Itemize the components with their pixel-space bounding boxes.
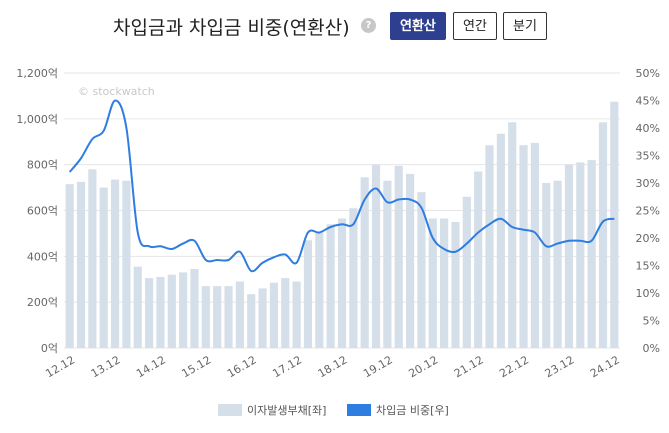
x-axis-tick-label: 15.12 — [180, 353, 214, 380]
right-axis-tick-label: 35% — [636, 150, 660, 163]
bar[interactable] — [292, 281, 301, 348]
bar[interactable] — [417, 192, 426, 348]
bar[interactable] — [258, 288, 267, 348]
bar[interactable] — [145, 278, 154, 348]
legend-line-swatch — [347, 404, 371, 416]
bar[interactable] — [564, 164, 574, 348]
bar[interactable] — [281, 278, 290, 348]
x-axis-tick-label: 14.12 — [134, 353, 168, 380]
left-axis-tick-label: 0억 — [41, 342, 58, 355]
x-axis-tick-label: 23.12 — [543, 353, 577, 380]
bar[interactable] — [213, 286, 222, 348]
bar[interactable] — [576, 162, 585, 348]
x-axis-tick-label: 24.12 — [588, 353, 622, 380]
help-icon[interactable]: ? — [361, 18, 376, 33]
bar[interactable] — [167, 274, 176, 348]
bar[interactable] — [110, 179, 120, 348]
bar[interactable] — [190, 268, 199, 348]
page-title: 차입금과 차입금 비중(연환산) — [113, 17, 350, 39]
right-axis-tick-label: 10% — [636, 287, 660, 300]
legend-bar-swatch — [218, 404, 242, 416]
bar[interactable] — [235, 281, 244, 348]
bar[interactable] — [337, 218, 347, 348]
left-axis-tick-label: 800억 — [27, 159, 58, 172]
x-axis-tick-label: 13.12 — [89, 353, 123, 380]
left-axis-tick-label: 1,000억 — [16, 113, 58, 126]
bar[interactable] — [326, 224, 335, 348]
x-axis-tick-label: 21.12 — [452, 353, 486, 380]
right-axis-tick-label: 0% — [643, 342, 660, 355]
annual-button[interactable]: 연간 — [453, 12, 497, 40]
bar[interactable] — [587, 160, 596, 348]
bar[interactable] — [462, 196, 471, 348]
x-axis-tick-label: 12.12 — [43, 353, 77, 380]
bar[interactable] — [315, 232, 324, 348]
bar[interactable] — [133, 266, 142, 348]
bar[interactable] — [303, 240, 313, 348]
right-axis-tick-label: 30% — [636, 177, 660, 190]
bar[interactable] — [65, 184, 74, 348]
bar[interactable] — [76, 181, 86, 348]
left-axis-tick-label: 600억 — [27, 205, 58, 218]
right-axis-tick-label: 40% — [636, 122, 660, 135]
bar[interactable] — [156, 276, 165, 348]
x-axis-tick-label: 19.12 — [361, 353, 395, 380]
right-axis-tick-label: 5% — [643, 315, 660, 328]
quarterly-button[interactable]: 분기 — [503, 12, 547, 40]
bar[interactable] — [360, 177, 369, 348]
x-axis-tick-label: 17.12 — [270, 353, 304, 380]
x-axis-tick-label: 20.12 — [406, 353, 440, 380]
watermark: © stockwatch — [78, 85, 155, 98]
bar[interactable] — [394, 165, 403, 348]
bar[interactable] — [383, 180, 392, 348]
series-line[interactable] — [68, 99, 615, 273]
bar[interactable] — [349, 208, 358, 348]
bar[interactable] — [88, 169, 97, 348]
bar[interactable] — [440, 218, 449, 348]
legend-bar-label[interactable]: 이자발생부채[좌] — [247, 404, 326, 417]
bar[interactable] — [519, 145, 528, 348]
bar[interactable] — [122, 180, 131, 348]
bar[interactable] — [428, 218, 437, 348]
legend-line-label[interactable]: 차입금 비중[우] — [376, 404, 449, 417]
annualized-button[interactable]: 연환산 — [390, 12, 446, 40]
bar[interactable] — [508, 122, 517, 348]
bar[interactable] — [371, 164, 381, 348]
bar[interactable] — [451, 221, 460, 348]
bar[interactable] — [542, 183, 551, 348]
right-axis-tick-label: 50% — [636, 67, 660, 80]
left-axis-tick-label: 200억 — [27, 296, 58, 309]
left-axis-tick-label: 1,200억 — [16, 67, 58, 80]
bar[interactable] — [485, 145, 494, 348]
bar[interactable] — [201, 286, 210, 348]
bar[interactable] — [269, 282, 279, 348]
bar[interactable] — [405, 173, 415, 348]
bar[interactable] — [224, 286, 233, 348]
bar[interactable] — [598, 122, 608, 348]
right-axis-tick-label: 20% — [636, 232, 660, 245]
bar[interactable] — [474, 171, 483, 348]
legend: 이자발생부채[좌] 차입금 비중[우] — [218, 404, 449, 417]
bar[interactable] — [553, 180, 562, 348]
x-axis-tick-label: 22.12 — [497, 353, 531, 380]
bar[interactable] — [247, 294, 256, 348]
right-axis-tick-label: 45% — [636, 95, 660, 108]
bar[interactable] — [530, 142, 539, 348]
bar[interactable] — [179, 272, 188, 348]
bar[interactable] — [610, 101, 619, 348]
right-axis-tick-label: 25% — [636, 205, 660, 218]
x-axis-tick-label: 18.12 — [316, 353, 350, 380]
x-axis-tick-label: 16.12 — [225, 353, 259, 380]
bar[interactable] — [99, 187, 108, 348]
left-axis-tick-label: 400억 — [27, 250, 58, 263]
bar[interactable] — [496, 133, 505, 348]
right-axis-tick-label: 15% — [636, 260, 660, 273]
